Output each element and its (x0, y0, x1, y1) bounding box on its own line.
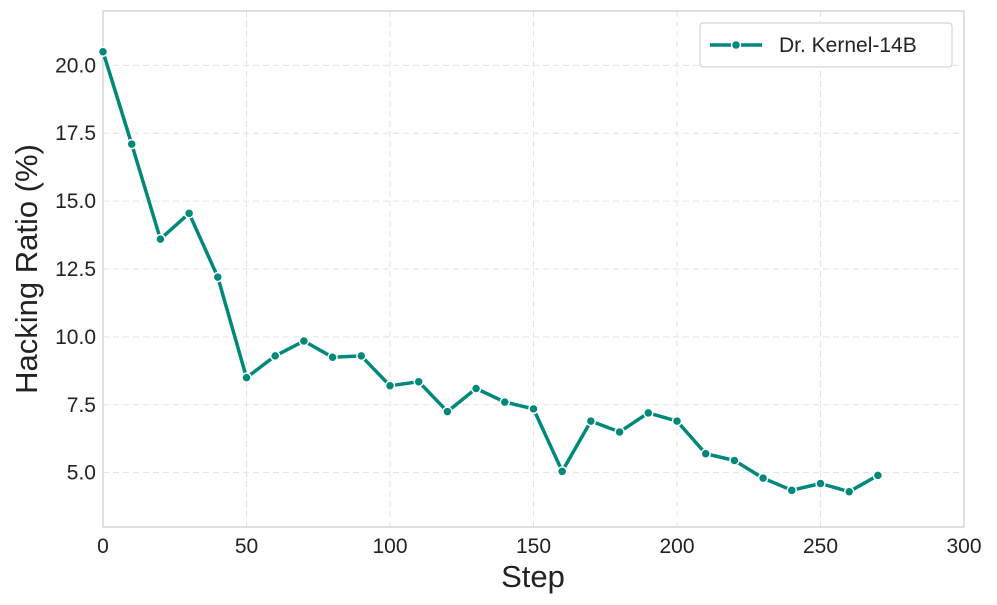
data-point (872, 470, 884, 481)
legend: Dr. Kernel-14B (699, 22, 953, 68)
y-tick-label: 17.5 (55, 122, 96, 145)
data-point (528, 403, 539, 415)
x-tick-label: 200 (659, 535, 694, 558)
y-tick-label: 7.5 (67, 394, 96, 417)
data-point (585, 415, 597, 427)
series-line (101, 49, 880, 494)
data-point (97, 46, 109, 57)
data-point (384, 380, 396, 392)
y-tick-labels: 5.0 7.5 10.0 12.5 15.0 17.5 20.0 (55, 54, 96, 484)
legend-box (699, 22, 953, 68)
data-point (356, 350, 367, 362)
legend-label: Dr. Kernel-14B (779, 34, 917, 57)
data-point (126, 138, 137, 150)
data-point (327, 352, 338, 363)
y-tick-label: 20.0 (55, 54, 96, 77)
data-point (155, 233, 166, 245)
data-point (643, 407, 654, 419)
plot-frame (102, 10, 965, 528)
data-point (499, 396, 511, 408)
data-point (843, 486, 855, 497)
x-tick-label: 50 (235, 535, 258, 558)
data-point (671, 415, 683, 427)
x-tick-label: 300 (946, 535, 981, 558)
data-point (269, 350, 281, 362)
x-tick-label: 150 (516, 535, 551, 558)
x-tick-label: 100 (372, 535, 407, 558)
data-point (757, 472, 769, 484)
data-point (700, 448, 711, 459)
data-point (614, 426, 625, 438)
y-tick-label: 15.0 (55, 190, 96, 213)
series-layer (97, 46, 884, 497)
data-point (298, 335, 310, 347)
x-tick-labels: 0 50 100 150 200 250 300 (97, 535, 981, 558)
data-point (241, 372, 252, 383)
data-point (815, 478, 826, 489)
data-point (729, 455, 740, 466)
data-point (212, 271, 224, 283)
data-point (183, 208, 195, 219)
data-point (442, 406, 453, 417)
data-point (470, 383, 482, 394)
y-axis-title: Hacking Ratio (%) (9, 144, 44, 394)
data-point (786, 485, 798, 496)
y-tick-label: 10.0 (55, 326, 96, 349)
x-tick-label: 250 (803, 535, 838, 558)
data-point (413, 376, 424, 387)
x-axis-title: Step (501, 559, 565, 594)
x-tick-label: 0 (97, 535, 109, 558)
y-tick-label: 12.5 (55, 258, 96, 281)
y-tick-label: 5.0 (67, 462, 96, 485)
grid-lines (102, 11, 965, 527)
data-point (556, 466, 568, 477)
legend-marker-sample (730, 39, 742, 51)
